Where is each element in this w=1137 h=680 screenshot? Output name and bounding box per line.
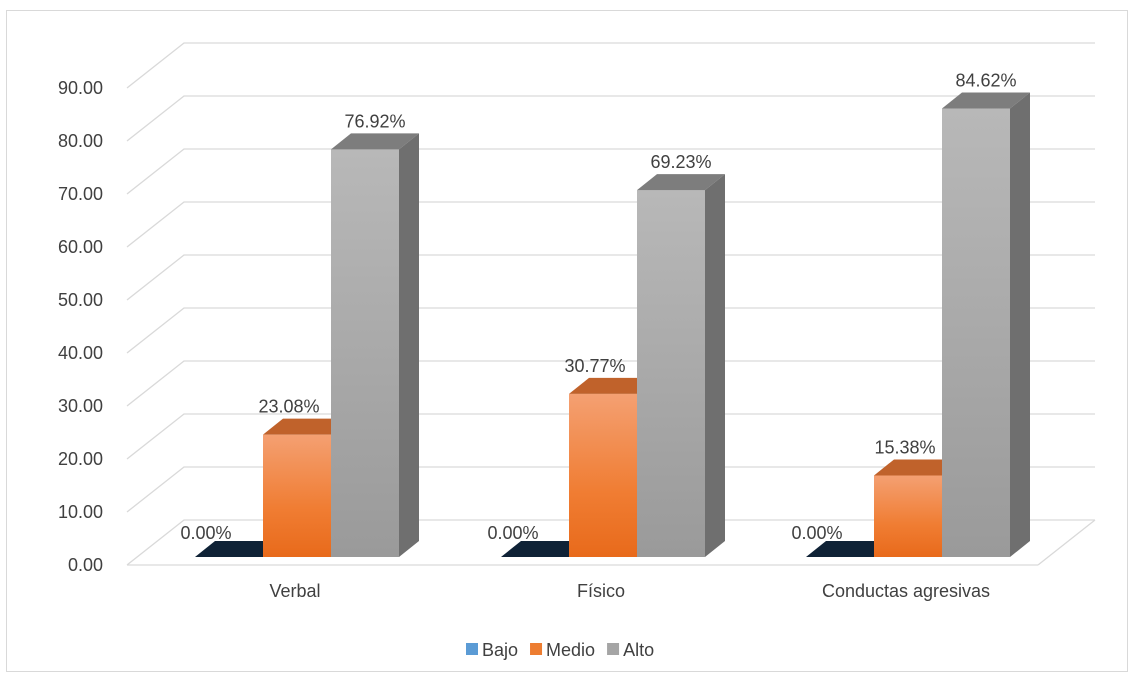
y-axis: 0.00 10.00 20.00 30.00 40.00 50.00 60.00 70.00 8… <box>58 78 103 575</box>
gridline <box>126 254 1095 301</box>
y-tick-label: 60.00 <box>58 237 103 257</box>
data-label: 30.77% <box>564 356 625 376</box>
bar-alto <box>331 149 399 557</box>
bar-side <box>1010 92 1030 557</box>
y-tick-label: 80.00 <box>58 131 103 151</box>
chart-frame <box>6 10 1128 672</box>
bar-top <box>637 174 725 191</box>
data-label: 69.23% <box>650 152 711 172</box>
legend: Bajo Medio Alto <box>466 640 654 660</box>
bar-side <box>399 133 419 557</box>
x-tick-label: Físico <box>577 581 625 601</box>
data-label: 0.00% <box>180 523 231 543</box>
gridlines <box>126 42 1096 566</box>
bar-medio <box>874 475 942 557</box>
y-tick-label: 20.00 <box>58 449 103 469</box>
y-tick-label: 0.00 <box>68 555 103 575</box>
bar-top <box>263 418 351 435</box>
legend-swatch-medio <box>530 643 543 655</box>
legend-label: Alto <box>623 640 654 660</box>
data-label: 84.62% <box>955 71 1016 91</box>
bar-top <box>874 459 962 476</box>
data-labels: 0.00% 23.08% 76.92% 0.00% 30.77% 69.23% 0.00% 1… <box>180 71 1016 543</box>
y-tick-label: 40.00 <box>58 343 103 363</box>
data-label: 15.38% <box>874 437 935 457</box>
bar-top <box>942 92 1030 109</box>
x-axis: Verbal Físico Conductas agresivas <box>269 581 990 601</box>
gridline <box>126 360 1095 407</box>
gridline <box>126 413 1095 460</box>
bar-medio <box>569 393 637 557</box>
gridline <box>126 148 1095 195</box>
bar-alto <box>942 108 1010 557</box>
legend-label: Medio <box>546 640 595 660</box>
bar-top <box>331 133 419 150</box>
y-tick-label: 70.00 <box>58 184 103 204</box>
y-tick-label: 10.00 <box>58 502 103 522</box>
bar-bajo <box>195 541 283 557</box>
x-tick-label: Conductas agresivas <box>822 581 990 601</box>
bar-bajo <box>806 541 894 557</box>
gridline <box>126 201 1095 248</box>
bar-alto <box>637 190 705 557</box>
data-label: 0.00% <box>791 523 842 543</box>
data-label: 0.00% <box>487 523 538 543</box>
bar-medio <box>263 434 331 557</box>
data-label: 76.92% <box>344 111 405 131</box>
bars <box>195 92 1030 557</box>
bar-group <box>195 133 419 557</box>
y-tick-label: 50.00 <box>58 290 103 310</box>
floor-line <box>126 519 1095 566</box>
y-tick-label: 30.00 <box>58 396 103 416</box>
bar-top <box>569 377 657 394</box>
gridline <box>126 307 1095 354</box>
gridline <box>126 466 1095 513</box>
legend-label: Bajo <box>482 640 518 660</box>
bar-side <box>705 174 725 557</box>
gridline <box>126 42 1095 89</box>
floor-edge <box>1037 519 1096 566</box>
data-label: 23.08% <box>258 397 319 417</box>
x-tick-label: Verbal <box>269 581 320 601</box>
bar-bajo <box>501 541 589 557</box>
bar-group <box>501 174 725 557</box>
y-tick-label: 90.00 <box>58 78 103 98</box>
gridline <box>126 95 1095 142</box>
legend-swatch-alto <box>607 643 620 655</box>
bar-group <box>806 92 1030 557</box>
legend-swatch-bajo <box>466 643 478 655</box>
